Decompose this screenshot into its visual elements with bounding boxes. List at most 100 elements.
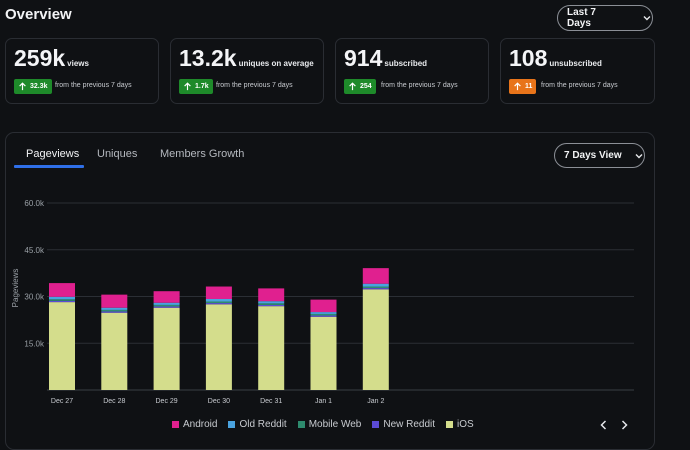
view-select[interactable]: 7 Days View — [554, 143, 645, 168]
bar-segment-ios — [153, 307, 180, 390]
stat-value: 914 — [344, 45, 383, 71]
x-tick-label: Dec 28 — [103, 398, 125, 405]
y-axis-label: Pageviews — [11, 269, 20, 308]
bar-segment-mobile-web — [205, 301, 232, 304]
stat-unit: unsubscribed — [549, 59, 602, 68]
bar-segment-ios — [205, 304, 232, 390]
y-tick-label: 45.0k — [24, 246, 45, 255]
tab-members-growth[interactable]: Members Growth — [160, 148, 245, 160]
arrow-up-icon — [184, 82, 191, 91]
delta-badge: 11 — [509, 79, 537, 94]
stat-card-subscribed: 914 subscribed 254 from the previous 7 da… — [335, 38, 489, 104]
stat-card-unsubscribed: 108 unsubscribed 11 from the previous 7 d… — [500, 38, 655, 104]
bar-segment-mobile-web — [258, 303, 285, 305]
delta-badge: 1.7k — [179, 79, 213, 94]
delta-value: 1.7k — [195, 83, 209, 90]
bar-segment-old-reddit — [49, 296, 75, 300]
bar-segment-old-reddit — [205, 298, 232, 302]
delta-badge: 254 — [344, 79, 376, 94]
bar-segment-old-reddit — [258, 301, 285, 304]
legend-label: Mobile Web — [308, 419, 362, 430]
stat-card-views: 259k views 32.3k from the previous 7 days — [5, 38, 159, 104]
bar-segment-old-reddit — [362, 283, 389, 287]
delta-value: 11 — [525, 83, 533, 90]
legend-swatch — [297, 421, 305, 428]
stat-value: 13.2k — [179, 45, 237, 71]
bar-segment-android — [310, 299, 337, 313]
compare-text: from the previous 7 days — [381, 82, 458, 89]
delta-badge: 32.3k — [14, 79, 52, 94]
bar-segment-mobile-web — [153, 304, 180, 307]
view-select-label: 7 Days View — [564, 150, 622, 161]
bar-segment-android — [153, 291, 180, 303]
date-range-label: Last 7 Days — [567, 7, 596, 29]
compare-text: from the previous 7 days — [541, 82, 618, 89]
active-tab-indicator — [14, 165, 84, 168]
bar-segment-new-reddit — [101, 311, 128, 313]
bar-segment-new-reddit — [310, 315, 337, 317]
bar-segment-mobile-web — [101, 309, 128, 312]
bar-segment-new-reddit — [362, 288, 389, 290]
stat-value: 108 — [509, 45, 548, 71]
chevron-down-icon — [643, 16, 651, 21]
x-tick-label: Dec 30 — [208, 398, 230, 405]
arrow-up-icon — [349, 82, 356, 91]
stat-card-uniques: 13.2k uniques on average 1.7k from the pr… — [170, 38, 324, 104]
arrow-up-icon — [19, 82, 26, 91]
x-tick-label: Jan 2 — [367, 398, 384, 405]
bar-segment-android — [205, 286, 232, 299]
stat-value: 259k — [14, 45, 66, 71]
arrow-up-icon — [514, 82, 521, 91]
bar-segment-android — [101, 294, 128, 308]
stat-unit: subscribed — [384, 59, 428, 68]
legend-label: iOS — [457, 419, 474, 430]
x-tick-label: Jan 1 — [315, 398, 332, 405]
chevron-right-icon[interactable] — [617, 418, 631, 432]
delta-value: 32.3k — [30, 83, 48, 90]
bar-segment-mobile-web — [362, 286, 389, 289]
bar-segment-new-reddit — [153, 306, 180, 308]
legend-item[interactable]: Mobile Web — [297, 419, 362, 430]
bar-segment-ios — [362, 289, 389, 390]
x-tick-label: Dec 31 — [260, 398, 282, 405]
legend-item[interactable]: Android — [172, 419, 217, 430]
bar-segment-ios — [310, 316, 337, 390]
bar-segment-mobile-web — [49, 299, 75, 301]
legend-swatch — [372, 421, 380, 428]
tab-pageviews[interactable]: Pageviews — [26, 148, 80, 160]
legend-swatch — [446, 421, 454, 428]
bar-segment-android — [258, 288, 285, 302]
chevron-left-icon[interactable] — [597, 418, 611, 432]
bar-segment-ios — [258, 306, 285, 390]
stat-unit: views — [67, 59, 89, 68]
y-tick-label: 15.0k — [24, 339, 45, 348]
legend-swatch — [228, 421, 236, 428]
bar-segment-ios — [49, 302, 75, 390]
bar-segment-mobile-web — [310, 313, 337, 316]
legend-label: New Reddit — [383, 419, 436, 430]
legend-swatch — [172, 421, 179, 428]
legend-item[interactable]: New Reddit — [372, 419, 435, 430]
bar-segment-old-reddit — [101, 307, 128, 310]
bar-segment-android — [49, 283, 75, 297]
compare-text: from the previous 7 days — [55, 82, 132, 89]
bar-segment-new-reddit — [49, 300, 75, 303]
bar-segment-new-reddit — [258, 304, 285, 307]
delta-value: 254 — [360, 83, 372, 90]
tab-uniques[interactable]: Uniques — [97, 148, 138, 160]
legend-label: Old Reddit — [239, 419, 287, 430]
y-tick-label: 30.0k — [24, 293, 45, 302]
legend-label: Android — [183, 419, 218, 430]
date-range-select[interactable]: Last 7 Days — [557, 5, 653, 31]
legend-item[interactable]: Old Reddit — [228, 419, 287, 430]
stat-unit: uniques on average — [238, 59, 314, 68]
legend-item[interactable]: iOS — [446, 419, 474, 430]
page-title: Overview — [5, 6, 72, 23]
compare-text: from the previous 7 days — [216, 82, 293, 89]
bar-segment-new-reddit — [205, 303, 232, 305]
y-tick-label: 60.0k — [24, 199, 45, 208]
x-tick-label: Dec 27 — [51, 398, 73, 405]
bar-segment-android — [362, 268, 389, 284]
chart-legend: Android Old Reddit Mobile Web New Reddit iOS — [172, 419, 474, 430]
